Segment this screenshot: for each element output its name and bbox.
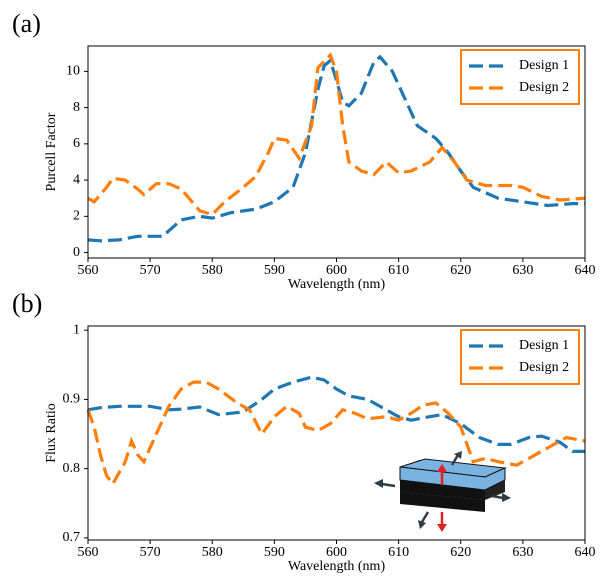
x-tick-label: 600	[326, 545, 347, 560]
x-tick-label: 570	[140, 263, 161, 278]
plot-frame	[87, 325, 586, 541]
x-tick-label: 590	[264, 545, 285, 560]
legend-box	[460, 49, 580, 105]
panel-label: (a)	[12, 9, 41, 38]
y-tick-label: 0.7	[63, 530, 81, 545]
y-tick-label: 8	[73, 100, 80, 115]
legend-label: Design 1	[519, 338, 569, 353]
x-tick-label: 580	[202, 545, 223, 560]
legend-box	[460, 329, 580, 385]
series-line	[86, 380, 586, 487]
x-tick-label: 630	[512, 263, 533, 278]
legend-label: Design 1	[519, 58, 569, 73]
x-tick-label: 590	[264, 263, 285, 278]
y-tick-label: 4	[73, 172, 80, 187]
y-tick-label: 1	[73, 322, 80, 337]
x-tick-label: 580	[202, 263, 223, 278]
x-tick-label: 570	[140, 545, 161, 560]
plot-frame	[87, 45, 586, 259]
x-tick-label: 610	[388, 545, 409, 560]
x-tick-label: 620	[450, 263, 471, 278]
x-tick-label: 640	[575, 545, 596, 560]
x-tick-label: 630	[512, 545, 533, 560]
y-tick-label: 6	[73, 136, 80, 151]
x-tick-label: 600	[326, 263, 347, 278]
x-tick-label: 560	[78, 263, 99, 278]
x-axis-label: Wavelength (nm)	[288, 559, 386, 574]
y-tick-label: 0.9	[63, 392, 81, 407]
y-tick-label: 2	[73, 209, 80, 224]
x-tick-label: 560	[78, 545, 99, 560]
panel-label: (b)	[12, 289, 42, 318]
series-line	[87, 52, 586, 217]
y-axis-label: Purcell Factor	[44, 112, 59, 191]
x-tick-label: 640	[575, 263, 596, 278]
legend-label: Design 2	[519, 80, 569, 95]
legend-label: Design 2	[519, 360, 569, 375]
x-axis-label: Wavelength (nm)	[288, 277, 386, 292]
inset-icon	[374, 451, 511, 532]
y-tick-label: 0	[73, 245, 80, 260]
y-tick-label: 0.8	[63, 461, 81, 476]
x-tick-label: 620	[450, 545, 471, 560]
x-tick-label: 610	[388, 263, 409, 278]
y-axis-label: Flux Ratio	[44, 403, 59, 463]
y-tick-label: 10	[66, 64, 80, 79]
series-line	[87, 375, 585, 453]
